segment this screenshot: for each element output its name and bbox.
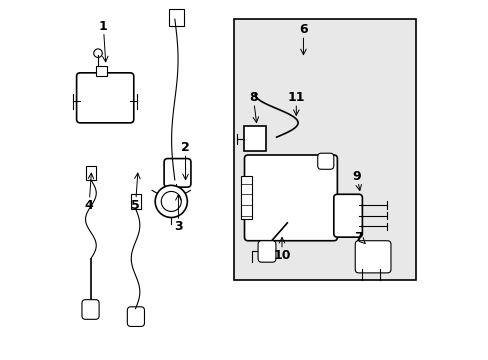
Text: 10: 10 (273, 248, 290, 261)
FancyBboxPatch shape (333, 194, 362, 237)
Circle shape (155, 185, 187, 217)
Circle shape (161, 192, 181, 211)
Bar (169, 9, 183, 26)
Bar (96, 66, 107, 76)
FancyBboxPatch shape (127, 307, 144, 327)
FancyBboxPatch shape (258, 241, 275, 262)
Bar (131, 194, 141, 208)
Text: 4: 4 (84, 198, 93, 212)
FancyBboxPatch shape (354, 241, 390, 273)
Bar (244, 126, 265, 152)
Text: 9: 9 (352, 170, 361, 183)
Bar (85, 166, 95, 180)
FancyBboxPatch shape (244, 155, 337, 241)
Text: 6: 6 (299, 23, 307, 36)
FancyBboxPatch shape (77, 73, 134, 123)
Bar (241, 176, 251, 219)
Text: 1: 1 (99, 20, 107, 33)
Text: 8: 8 (248, 91, 257, 104)
Text: 2: 2 (181, 141, 189, 154)
FancyBboxPatch shape (82, 300, 99, 319)
Text: 11: 11 (287, 91, 305, 104)
Text: 7: 7 (354, 231, 363, 244)
Text: 3: 3 (174, 220, 183, 233)
Text: 5: 5 (131, 198, 140, 212)
FancyBboxPatch shape (317, 153, 333, 169)
FancyBboxPatch shape (164, 158, 190, 187)
Bar (233, 19, 415, 280)
